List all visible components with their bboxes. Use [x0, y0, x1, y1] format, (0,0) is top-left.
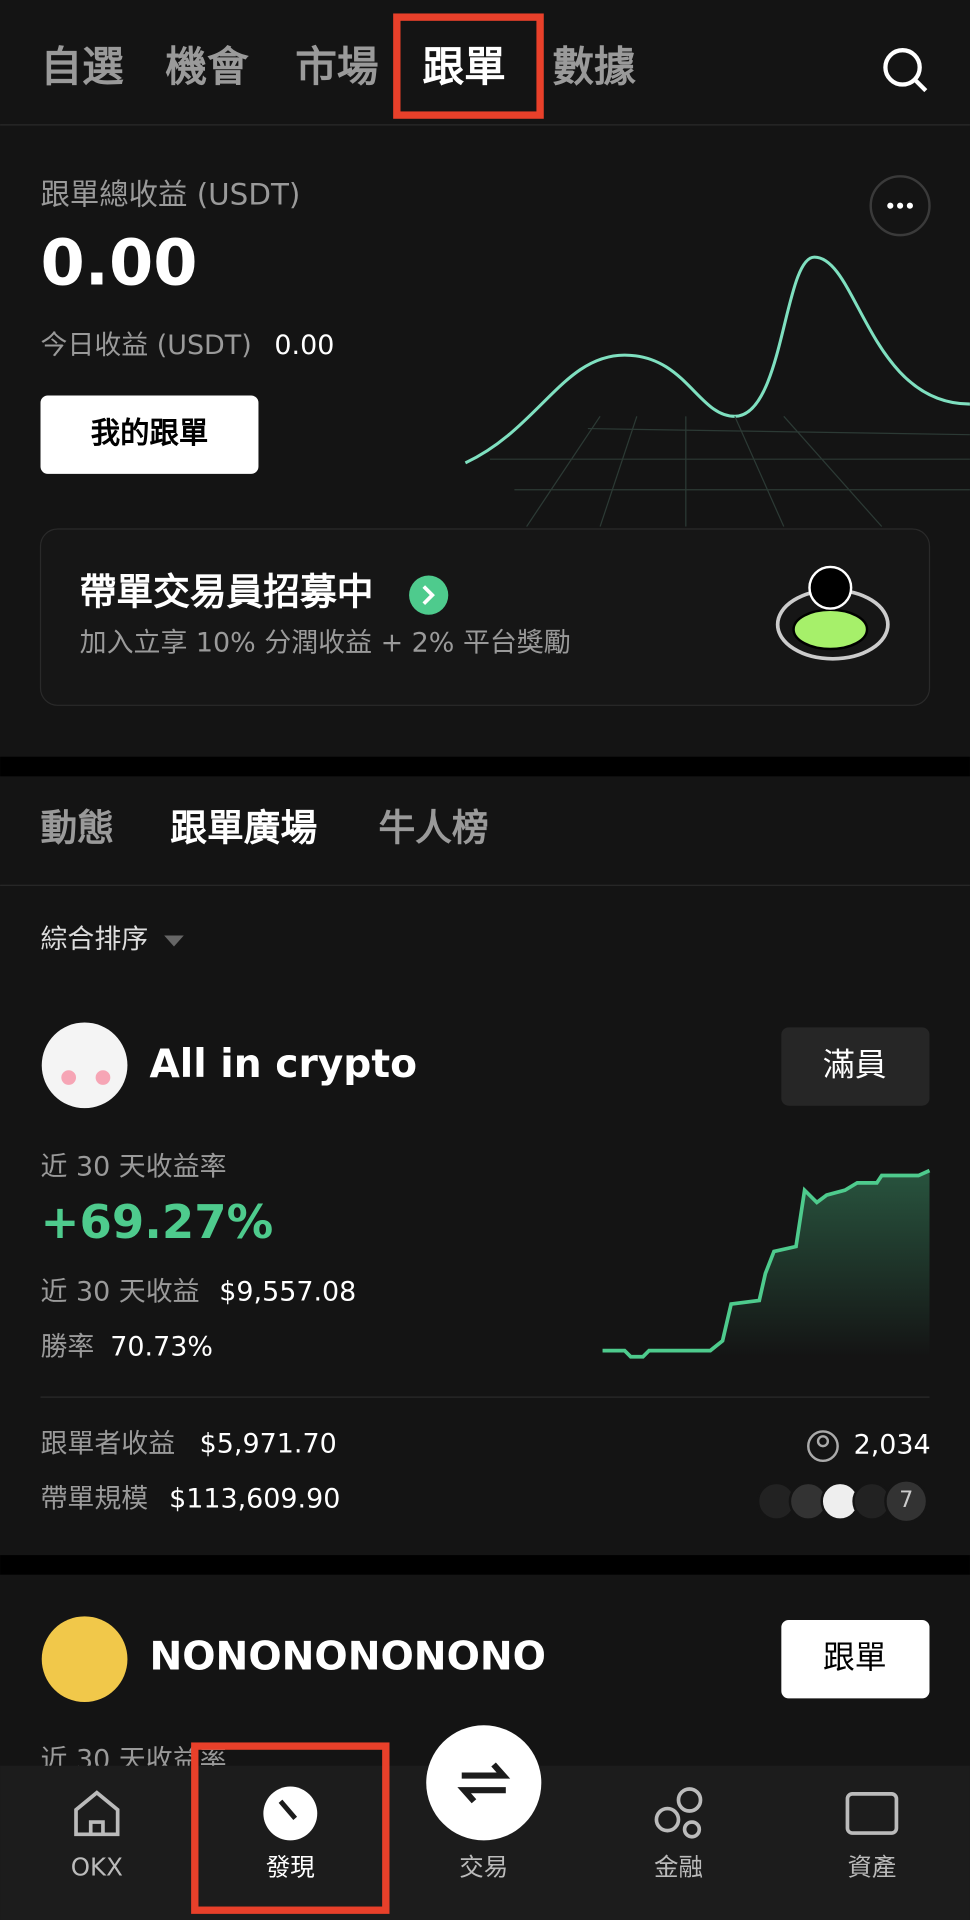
separator — [0, 756, 970, 777]
coins-more: 7 — [899, 1488, 913, 1513]
total: 0.00 — [41, 227, 198, 301]
banner[interactable] — [39, 528, 931, 706]
sparkline — [602, 1168, 931, 1359]
button-label: 我的跟單 — [91, 416, 209, 450]
tab[interactable]: 自選 — [41, 42, 125, 91]
copy-button[interactable] — [781, 1620, 930, 1699]
label: 勝率 — [41, 1332, 95, 1363]
value: 70.73% — [110, 1332, 213, 1363]
roi: +69.27% — [41, 1195, 274, 1249]
label: 今日收益 (USDT) — [41, 330, 252, 361]
person-icon — [807, 1430, 839, 1463]
value: 0.00 — [274, 330, 334, 361]
nav-item[interactable]: 交易 — [459, 1853, 508, 1882]
nav-item[interactable]: 金融 — [654, 1853, 703, 1882]
coin-icons — [756, 1479, 929, 1524]
value: $5,971.70 — [200, 1428, 337, 1459]
more-button[interactable] — [869, 175, 931, 237]
sparkline-area — [602, 1170, 930, 1357]
highlight — [393, 13, 544, 119]
home-icon — [74, 1790, 120, 1837]
banner-subtitle: 加入立享 10% 分潤收益 + 2% 平台獎勵 — [80, 628, 571, 659]
illustration — [775, 565, 890, 661]
my-copy-button[interactable] — [40, 395, 259, 474]
value: $113,609.90 — [169, 1484, 340, 1515]
sub-tab-active[interactable]: 跟單廣場 — [170, 807, 317, 850]
button-label: 滿員 — [823, 1046, 887, 1084]
avatar — [41, 1022, 128, 1109]
label: 跟單者收益 — [41, 1428, 176, 1459]
search-icon[interactable] — [883, 48, 928, 93]
label: 帶單規模 — [41, 1484, 149, 1515]
sort[interactable]: 綜合排序 — [41, 924, 149, 955]
trader-name[interactable]: NONONONONONO — [149, 1635, 546, 1680]
tab[interactable]: 數據 — [552, 42, 636, 91]
trader-name[interactable]: All in crypto — [149, 1042, 417, 1087]
decor-grid — [489, 415, 970, 527]
finance-icon — [654, 1787, 703, 1839]
button-label: 跟單 — [823, 1638, 887, 1676]
nav-item[interactable]: OKX — [71, 1853, 123, 1882]
nav-item[interactable]: 資產 — [847, 1853, 896, 1882]
nav-item-active[interactable]: 發現 — [266, 1853, 315, 1882]
tab-active[interactable]: 跟單 — [423, 42, 506, 91]
caret — [164, 935, 184, 947]
decor-chart — [464, 255, 970, 465]
assets-icon — [845, 1792, 899, 1835]
tab[interactable]: 機會 — [165, 42, 249, 91]
followers: 2,034 — [854, 1430, 931, 1461]
sub-tab[interactable]: 動態 — [41, 807, 114, 850]
label: 近 30 天收益 — [41, 1277, 200, 1308]
banner-title: 帶單交易員招募中 — [80, 570, 374, 613]
tab[interactable]: 市場 — [295, 42, 378, 91]
dots — [887, 202, 913, 209]
value: $9,557.08 — [219, 1277, 356, 1308]
full-button[interactable] — [781, 1027, 930, 1106]
avatar — [41, 1616, 128, 1703]
highlight — [191, 1742, 390, 1914]
trade-icon — [426, 1725, 542, 1841]
sub-tab[interactable]: 牛人榜 — [378, 807, 488, 850]
label: 近 30 天收益率 — [41, 1152, 227, 1183]
label: 跟單總收益 (USDT) — [41, 177, 301, 211]
chevron — [422, 585, 435, 605]
separator — [0, 1555, 970, 1575]
arrow-icon — [409, 575, 449, 615]
